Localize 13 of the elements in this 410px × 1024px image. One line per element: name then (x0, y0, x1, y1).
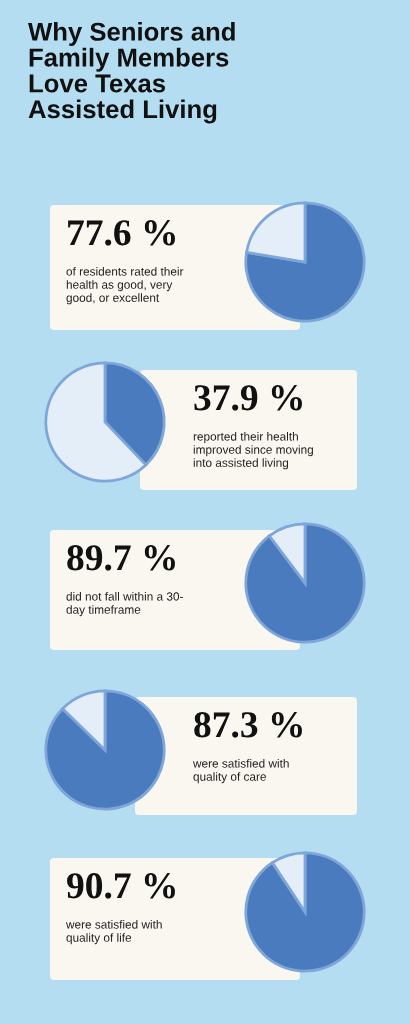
text: reported their health improved since moving into assisted living (193, 432, 313, 470)
text: 77.6 % (68, 220, 175, 246)
chart-title: Why Seniors and Family Members Love Texas Assisted Living (28, 22, 235, 124)
text: did not fall within a 30- day timeframe (66, 592, 183, 617)
text: 90.7 % (67, 873, 175, 899)
text: were satisfied with quality of care (192, 759, 289, 784)
text: 37.9 % (194, 385, 302, 411)
pie-slice (44, 689, 166, 811)
text: 87.3 % (194, 712, 302, 738)
text: of residents rated their health as good, very good, or excellent (66, 267, 184, 305)
pie-slice (244, 201, 366, 323)
text: 89.7 % (67, 545, 175, 571)
text: were satisfied with quality of life (65, 920, 162, 945)
